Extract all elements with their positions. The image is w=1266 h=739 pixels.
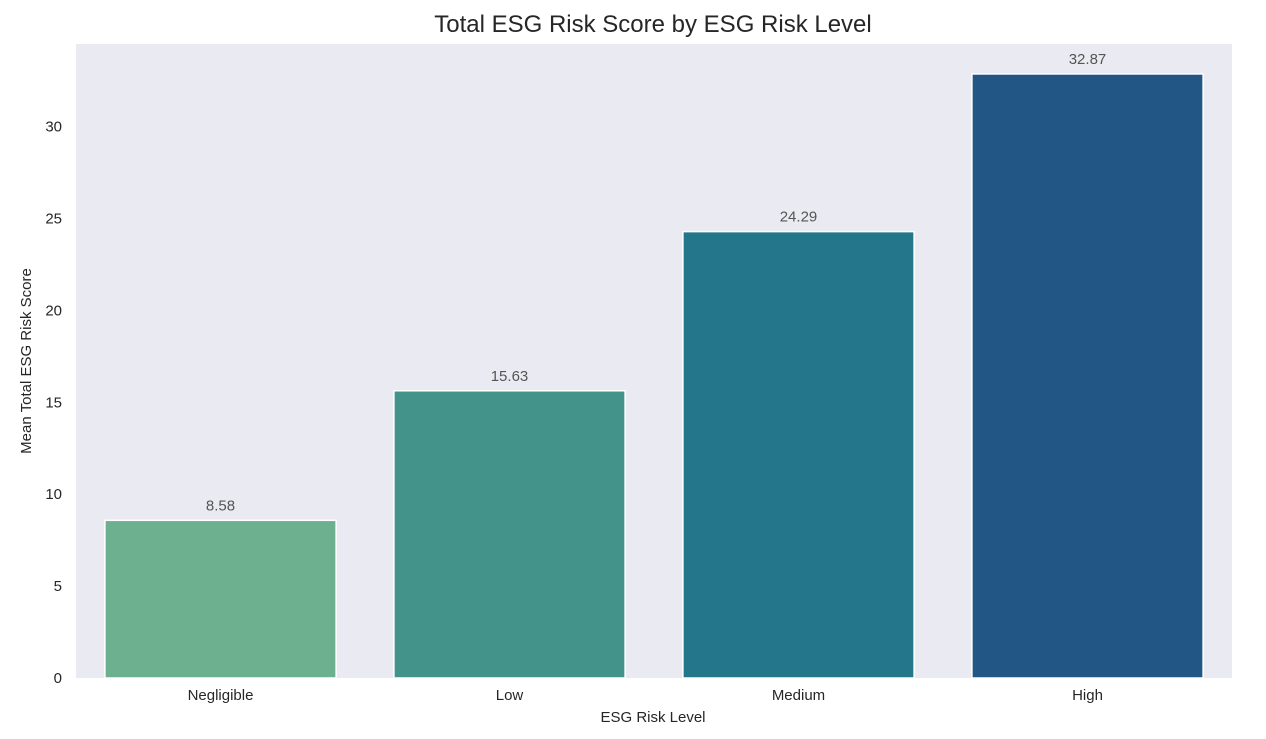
y-tick-label: 25 bbox=[45, 211, 62, 228]
y-tick-label: 0 bbox=[54, 670, 62, 687]
y-axis-label: Mean Total ESG Risk Score bbox=[18, 268, 35, 454]
data-label: 15.63 bbox=[491, 368, 529, 385]
y-tick-label: 5 bbox=[54, 578, 62, 595]
y-tick-label: 30 bbox=[45, 119, 62, 136]
bar-low bbox=[393, 390, 626, 679]
y-tick-label: 10 bbox=[45, 486, 62, 503]
y-tick-label: 15 bbox=[45, 394, 62, 411]
x-axis-ticks: Negligible Low Medium High bbox=[188, 687, 1103, 704]
bar-medium bbox=[682, 230, 915, 679]
data-labels: 8.58 15.63 24.29 32.87 bbox=[206, 51, 1106, 514]
x-tick-label: High bbox=[1072, 687, 1103, 704]
data-label: 32.87 bbox=[1069, 51, 1107, 68]
bar-high bbox=[971, 73, 1204, 679]
data-label: 24.29 bbox=[780, 209, 818, 226]
chart-title: Total ESG Risk Score by ESG Risk Level bbox=[434, 11, 871, 38]
x-tick-label: Negligible bbox=[188, 687, 254, 704]
bar-negligible bbox=[104, 519, 337, 679]
x-tick-label: Low bbox=[496, 687, 524, 704]
x-axis-label: ESG Risk Level bbox=[600, 709, 705, 726]
data-label: 8.58 bbox=[206, 497, 235, 514]
y-axis-ticks: 0 5 10 15 20 25 30 bbox=[45, 119, 62, 687]
bars bbox=[104, 73, 1204, 679]
x-tick-label: Medium bbox=[772, 687, 825, 704]
y-tick-label: 20 bbox=[45, 302, 62, 319]
